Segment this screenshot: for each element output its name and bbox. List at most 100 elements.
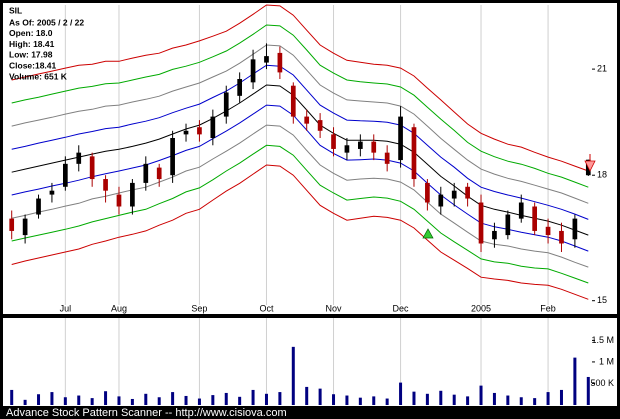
candle-body [170, 137, 175, 176]
volume-bar [586, 376, 590, 405]
candle-body [505, 214, 511, 236]
info-line: Low: 17.98 [9, 50, 53, 60]
info-line: High: 18.41 [9, 39, 55, 49]
volume-panel [3, 318, 617, 406]
info-line: As Of: 2005 / 2 / 22 [9, 17, 84, 27]
candle-body [384, 152, 390, 164]
candle-body [277, 52, 283, 73]
x-tick-label: Dec [393, 303, 410, 313]
volume-bar [77, 395, 81, 405]
x-tick-label: Jul [60, 303, 72, 313]
candle-body [344, 145, 350, 153]
candle-body [331, 134, 336, 149]
candle-body [250, 59, 256, 83]
candle-body [76, 152, 82, 164]
volume-bar [278, 392, 282, 405]
volume-bar [238, 396, 242, 405]
volume-bar [144, 393, 148, 405]
candle-body [103, 179, 108, 191]
volume-bar [399, 382, 403, 405]
volume-bar [358, 397, 362, 405]
buy-signal-marker [422, 228, 434, 239]
candle-body [36, 198, 41, 215]
candle-body [22, 218, 28, 236]
x-tick-label: 2005 [471, 303, 491, 313]
y-tick-label: 15 [597, 295, 607, 305]
candle-body [237, 79, 243, 96]
volume-bar [372, 396, 376, 405]
x-tick-label: Aug [111, 303, 127, 313]
axes: Jul Aug Sep Oct Nov Dec 2005 Feb 15 18 21 500 K 1 M 1… [60, 63, 614, 387]
x-tick-label: Feb [540, 303, 556, 313]
x-tick-label: Oct [259, 303, 274, 313]
volume-tick-label: 500 K [590, 378, 614, 388]
band-line [11, 84, 589, 236]
candle-body [465, 186, 470, 199]
candle-body [89, 156, 95, 180]
volume-bar [117, 396, 121, 405]
band-line [11, 164, 589, 300]
y-tick-label: 18 [597, 170, 607, 180]
volume-bar [197, 398, 201, 405]
candle-body [371, 141, 377, 153]
candle-body [197, 127, 202, 135]
candle-body [116, 194, 122, 207]
candle-body [62, 163, 68, 187]
volume-bar [573, 357, 577, 405]
volume-bar [533, 398, 537, 405]
band-line [11, 144, 589, 284]
candle-body [559, 230, 564, 244]
band-line [11, 24, 589, 188]
volume-bar [264, 393, 268, 405]
candle-body [317, 120, 323, 131]
volume-bar [425, 393, 429, 405]
band-line [11, 4, 589, 172]
volume-bar [546, 392, 550, 405]
price-panel [3, 3, 617, 314]
candle-body [411, 127, 417, 180]
volume-bar [479, 385, 483, 405]
candle-body [425, 182, 430, 203]
volume-bar [130, 398, 134, 405]
volume-bar [23, 399, 27, 405]
bands [11, 4, 589, 300]
candle-body [290, 85, 296, 117]
volume-bar [10, 389, 14, 405]
volume-bar [211, 395, 215, 405]
volume-bar [318, 388, 322, 405]
candle-body [9, 218, 15, 231]
candle-body [223, 92, 229, 117]
volume-bar [332, 394, 336, 405]
x-tick-label: Sep [191, 303, 207, 313]
volume-bar [37, 394, 41, 405]
volume-bar [519, 397, 523, 405]
info-line: Close:18.41 [9, 60, 57, 70]
candle-body [545, 226, 551, 236]
volume-bars [10, 346, 590, 405]
volume-bar [466, 396, 470, 405]
volume-bar [345, 395, 349, 405]
volume-tick-label: 1.5 M [591, 335, 614, 345]
symbol: SIL [9, 5, 22, 15]
candle-body [264, 56, 269, 63]
candle-body [398, 116, 403, 161]
candle-body [49, 190, 55, 195]
info-line: Open: 18.0 [9, 28, 53, 38]
footer: Advance Stock Pattern Scanner -- http://… [6, 407, 287, 419]
volume-bar [291, 346, 295, 405]
volume-bar [184, 395, 188, 405]
volume-bar [50, 392, 54, 405]
candle-body [210, 116, 216, 138]
volume-bar [385, 398, 389, 405]
candle-body [532, 206, 538, 231]
band-line [11, 124, 589, 268]
candle-body [518, 202, 524, 219]
candle-body [143, 163, 149, 183]
volume-bar [439, 390, 443, 405]
x-tick-label: Nov [326, 303, 343, 313]
candle-body [478, 202, 484, 244]
candle-body [130, 182, 135, 207]
volume-bar [63, 397, 67, 405]
